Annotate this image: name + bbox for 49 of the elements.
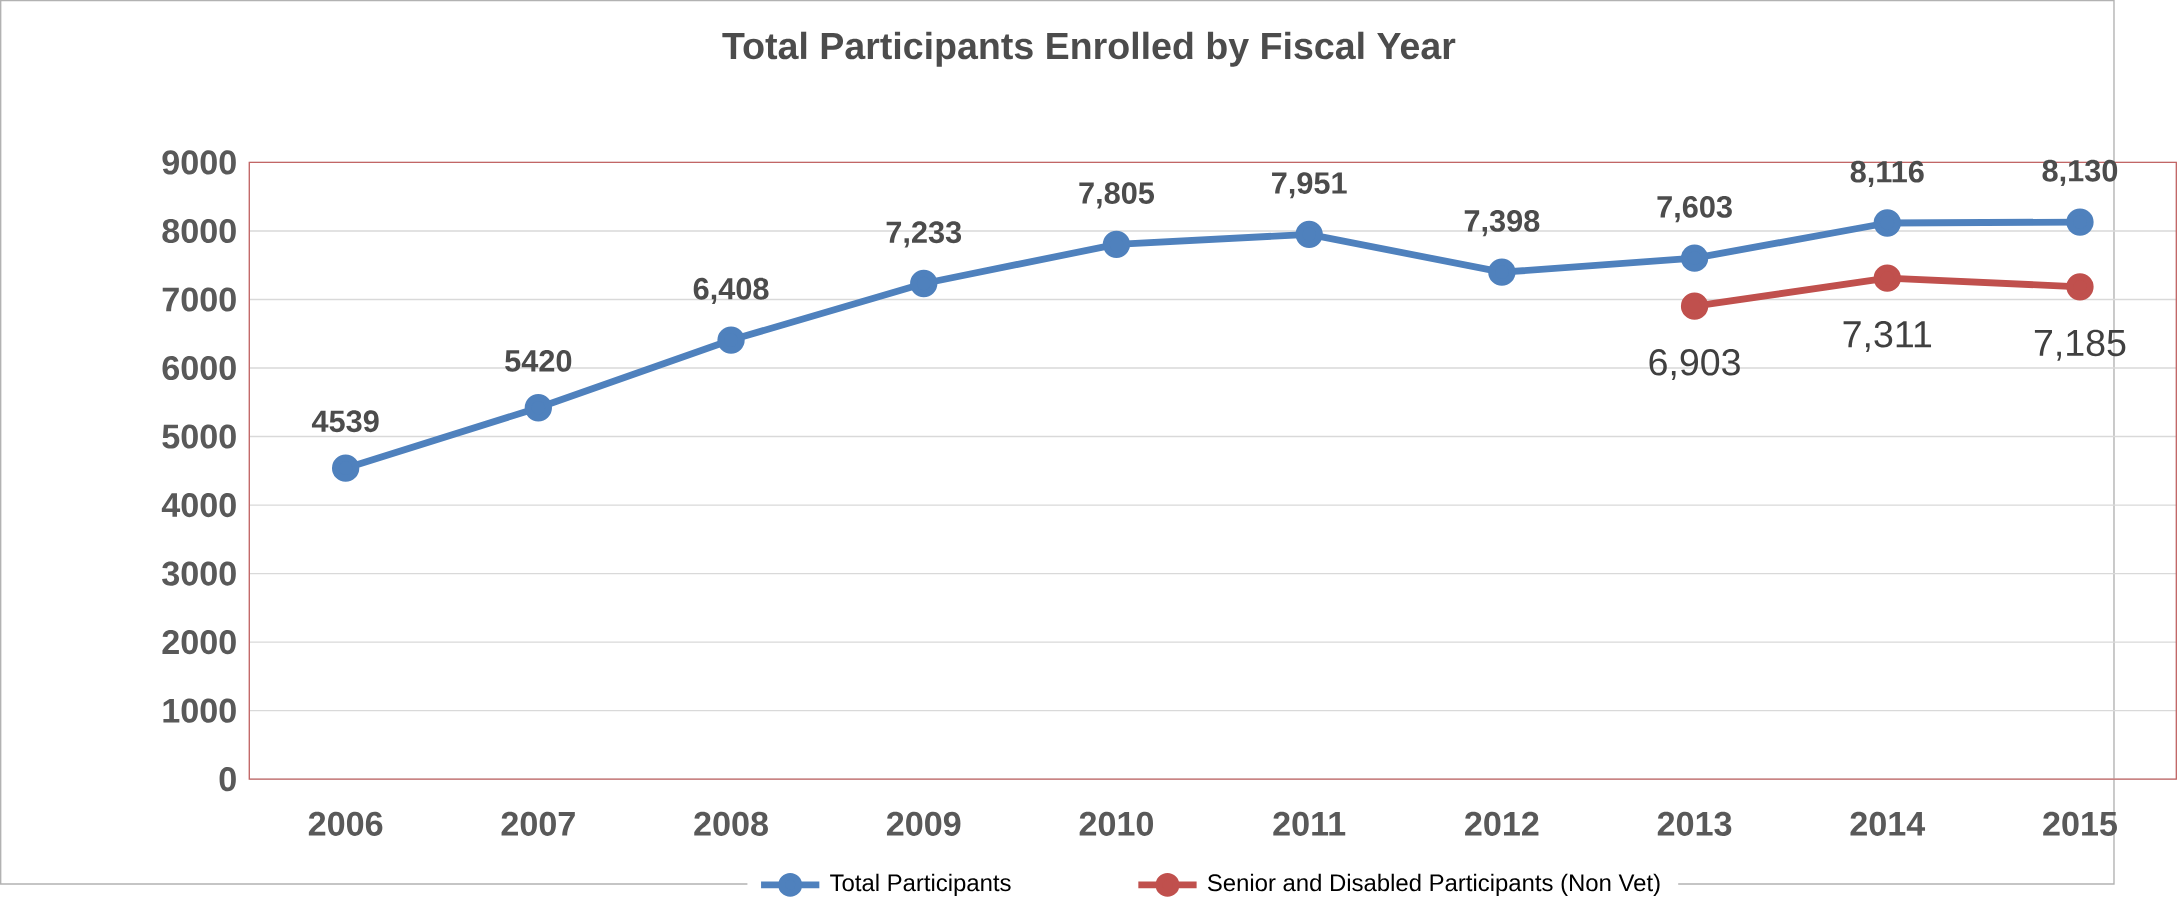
point <box>1873 209 1901 237</box>
y-tick-label: 9000 <box>162 150 236 175</box>
point <box>2066 273 2094 301</box>
point <box>1488 258 1516 286</box>
data-label: 8,116 <box>1850 160 1924 188</box>
x-tick-label: 2014 <box>1850 811 1926 836</box>
data-label: 4539 <box>311 410 379 433</box>
chart-title: Total Participants Enrolled by Fiscal Year <box>722 31 1456 67</box>
x-tick-label: 2012 <box>1465 811 1539 836</box>
point <box>1680 292 1709 320</box>
data-label: 7,951 <box>1272 172 1347 199</box>
x-tick-label: 2007 <box>501 811 575 836</box>
point <box>2066 208 2094 236</box>
point <box>1680 244 1709 272</box>
data-label: 6,408 <box>693 277 769 305</box>
point <box>1295 220 1323 249</box>
y-tick-label: 6000 <box>162 356 236 381</box>
point <box>524 394 552 422</box>
x-tick-label: 2009 <box>886 811 961 836</box>
point <box>717 326 745 354</box>
data-label: 7,805 <box>1079 182 1155 209</box>
data-label: 5420 <box>505 350 572 372</box>
x-tick-label: 2015 <box>2043 811 2117 836</box>
legend-label: Senior and Disabled Participants (Non Vet) <box>1207 873 1660 897</box>
x-tick-label: 2010 <box>1079 811 1154 836</box>
y-tick-label: 0 <box>219 767 236 792</box>
point <box>331 454 360 482</box>
y-tick-label: 4000 <box>161 493 236 518</box>
y-tick-label: 8000 <box>162 218 236 244</box>
data-label: 7,311 <box>1843 321 1932 353</box>
point <box>910 269 938 298</box>
data-label: 7,398 <box>1464 210 1540 237</box>
y-tick-label: 2000 <box>162 630 236 655</box>
data-label: 6,903 <box>1649 349 1740 381</box>
point <box>1873 264 1901 292</box>
data-label: 7,185 <box>2034 329 2126 361</box>
legend-label: Total Participants <box>830 873 1011 897</box>
point <box>1102 230 1131 259</box>
y-tick-label: 7000 <box>162 287 236 312</box>
data-label: 8,130 <box>2042 159 2118 187</box>
y-tick-label: 5000 <box>162 424 236 449</box>
x-tick-label: 2008 <box>694 811 768 836</box>
x-tick-label: 2011 <box>1273 811 1346 836</box>
y-tick-label: 1000 <box>163 698 236 723</box>
y-tick-label: 3000 <box>162 561 236 586</box>
x-tick-label: 2013 <box>1657 811 1732 837</box>
x-tick-label: 2006 <box>308 811 383 836</box>
data-label: 7,603 <box>1657 196 1732 223</box>
data-label: 7,233 <box>886 221 962 248</box>
